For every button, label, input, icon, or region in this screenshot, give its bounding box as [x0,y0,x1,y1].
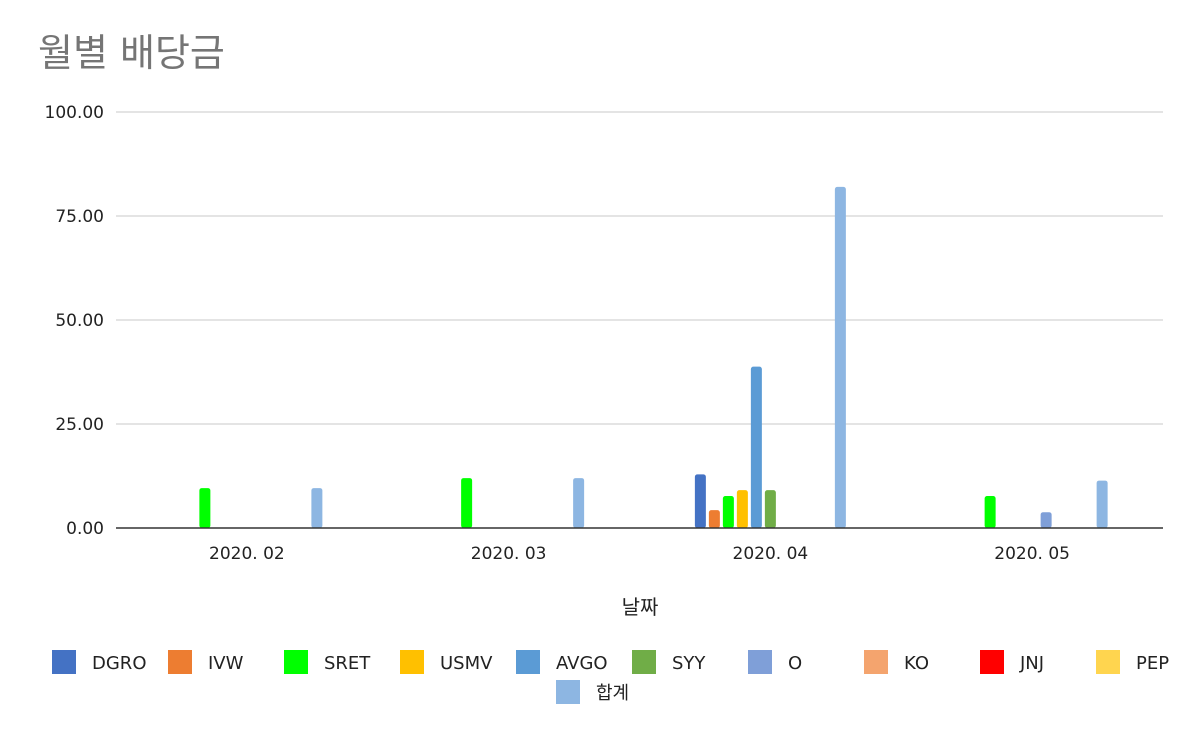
legend-label: O [788,653,802,674]
bar-SYY-2020. 04 [764,490,776,528]
legend-label: USMV [440,653,493,674]
legend-swatch-USMV [400,650,424,674]
legend-swatch-O [748,650,772,674]
legend: DGRO IVW SRET USMV AVGO SYY O KO JNJ PEP 합계 [52,650,1169,704]
legend-swatch-IVW [168,650,192,674]
chart-title: 월별 배당금 [38,31,225,75]
bar-합계-2020. 05 [1096,480,1108,528]
y-tick-label: 75.00 [55,207,104,227]
legend-label: SRET [324,653,371,674]
x-tick-label: 2020. 03 [471,544,547,564]
x-axis-label: 날짜 [622,595,659,619]
legend-label: PEP [1136,653,1169,674]
legend-label: JNJ [1019,653,1044,674]
y-tick-label: 50.00 [55,311,104,331]
bar-합계-2020. 04 [834,186,846,528]
x-axis-ticks: 2020. 02 2020. 03 2020. 04 2020. 05 [209,544,1070,564]
bar-SRET-2020. 03 [461,478,473,528]
legend-swatch-PEP [1096,650,1120,674]
y-tick-label: 25.00 [55,415,104,435]
bar-O-2020. 05 [1040,512,1052,528]
y-axis-ticks: 0.00 25.00 50.00 75.00 100.00 [45,103,104,539]
x-tick-label: 2020. 04 [733,544,809,564]
bar-SRET-2020. 04 [722,495,734,528]
legend-swatch-AVGO [516,650,540,674]
y-tick-label: 0.00 [66,519,104,539]
legend-swatch-JNJ [980,650,1004,674]
bars [199,186,1108,528]
bar-합계-2020. 02 [311,488,323,528]
bar-SRET-2020. 05 [984,495,996,528]
legend-label: 합계 [596,683,629,704]
x-tick-label: 2020. 02 [209,544,285,564]
bar-DGRO-2020. 04 [694,474,706,528]
bar-AVGO-2020. 04 [750,366,762,528]
legend-swatch-KO [864,650,888,674]
bar-SRET-2020. 02 [199,488,211,528]
y-tick-label: 100.00 [45,103,104,123]
legend-label: KO [904,653,929,674]
legend-swatch-합계 [556,680,580,704]
legend-swatch-SRET [284,650,308,674]
gridlines [116,111,1163,425]
bar-USMV-2020. 04 [736,490,748,528]
legend-label: SYY [672,653,706,674]
legend-label: AVGO [556,653,608,674]
legend-swatch-DGRO [52,650,76,674]
legend-label: DGRO [92,653,146,674]
x-tick-label: 2020. 05 [994,544,1070,564]
bar-합계-2020. 03 [573,478,585,528]
legend-label: IVW [208,653,244,674]
legend-swatch-SYY [632,650,656,674]
bar-IVW-2020. 04 [708,510,720,528]
